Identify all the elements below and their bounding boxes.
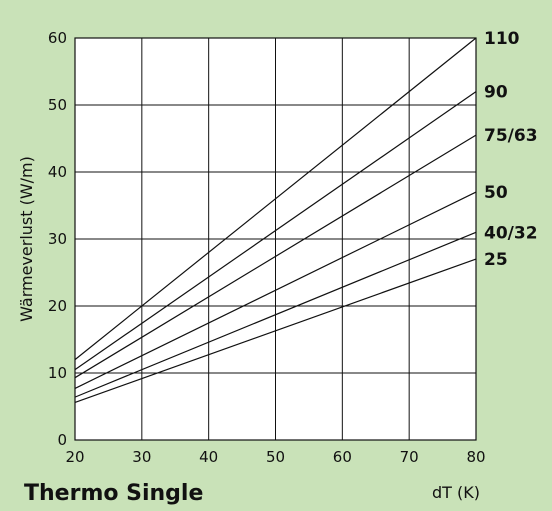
series-line [74,258,477,404]
series-line [74,231,477,398]
y-tick-label: 60 [48,29,67,47]
y-tick-label: 20 [48,297,67,315]
series-label: 25 [484,250,508,270]
y-tick-label: 30 [48,230,67,248]
x-axis-label: dT (K) [432,483,480,502]
series-line [74,91,477,371]
y-tick-label: 50 [48,96,67,114]
chart-title: Thermo Single [24,481,203,506]
y-tick-label: 40 [48,163,67,181]
series-label: 110 [484,29,520,49]
x-tick-label: 70 [400,448,419,466]
series-label: 90 [484,83,508,103]
series-label: 40/32 [484,223,538,243]
series-label: 50 [484,183,508,203]
y-axis-label: Wärmeverlust (W/m) [17,156,36,322]
x-tick-label: 60 [333,448,352,466]
x-tick-label: 30 [132,448,151,466]
plot-frame [74,37,477,441]
x-tick-label: 80 [466,448,485,466]
series-line [74,37,477,361]
x-axis-ticks: 20 30 40 50 60 70 80 [65,448,485,466]
x-tick-label: 40 [199,448,218,466]
series-labels: 110 90 75/63 50 40/32 25 [484,29,538,270]
series-label: 75/63 [484,126,538,146]
x-tick-label: 20 [65,448,84,466]
y-tick-label: 10 [48,364,67,382]
series-line [74,191,477,389]
y-tick-label: 0 [57,431,67,449]
series-line [74,134,477,379]
series-lines [74,37,477,404]
x-tick-label: 50 [266,448,285,466]
y-axis-ticks: 0 10 20 30 40 50 60 [48,29,67,449]
